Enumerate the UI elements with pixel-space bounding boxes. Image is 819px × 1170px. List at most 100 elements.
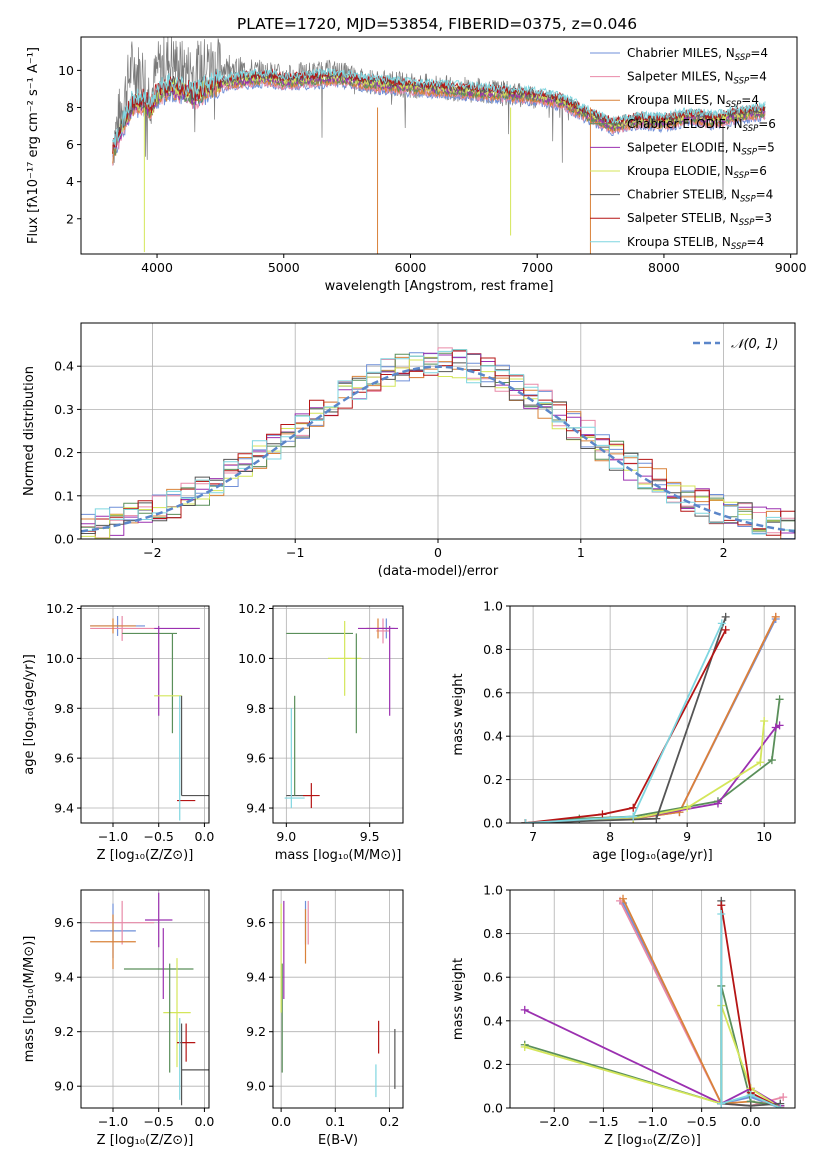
y-tick-label: 0.0 [483, 816, 503, 831]
data-point [163, 958, 191, 1068]
legend-entry: Kroupa ELODIE, NSSP=6 [627, 164, 767, 181]
y-tick-label: 10.0 [46, 651, 74, 666]
x-tick-label: 7000 [521, 260, 553, 275]
y-tick-label: 9.4 [246, 801, 266, 816]
y-tick-label: 1.0 [483, 883, 503, 898]
axes-age_vs_Z: −1.0 −0.5 0.0 9.4 9.6 9.8 10.0 10.2 Z [log₁₀(Z/Z… [22, 601, 214, 863]
axes-mw_vs_age: 7 8 9 10 0.0 0.2 0.4 0.6 0.8 1.0 age [log₁₀(age/yr… [451, 599, 796, 863]
x-axis-label: wavelength [Angstrom, rest frame] [325, 279, 554, 294]
mass-weight-line [525, 623, 723, 823]
y-tick-label: 6 [66, 137, 74, 152]
x-axis-label: (data-model)/error [378, 564, 499, 579]
axes-frame [80, 889, 210, 1109]
axes-mass_vs_EBV: 0.0 0.1 0.2 9.0 9.2 9.4 9.6 E(B-V) [246, 889, 404, 1148]
x-axis-label: Z [log₁₀(Z/Z⊙)] [97, 1133, 194, 1148]
mass-weight-line [525, 699, 781, 823]
mass-weight-marker [779, 1093, 788, 1102]
axes-spectrum: 4000 5000 6000 7000 8000 9000 2 4 6 8 10 wavelength… [26, 36, 807, 294]
y-tick-label: 0.2 [483, 1057, 503, 1072]
mass-weight-marker [775, 695, 784, 704]
y-tick-label: 4 [66, 174, 74, 189]
y-tick-label: 9.8 [246, 701, 266, 716]
legend-entry: Kroupa STELIB, NSSP=4 [627, 235, 764, 252]
axes-residuals: −2 −1 0 1 2 0.0 0.1 0.2 0.3 0.4 (data-model)/error… [22, 322, 796, 579]
data-point [145, 892, 173, 948]
axes-age_vs_mass: 9.0 9.5 9.4 9.6 9.8 10.0 10.2 mass [log₁₀(M/M⊙)… [238, 601, 404, 863]
residual-histogram [81, 349, 795, 535]
y-tick-label: 10.2 [238, 601, 266, 616]
axes-frame [509, 605, 796, 824]
x-tick-label: 0.0 [741, 1114, 761, 1129]
mass-weight-marker [771, 612, 780, 621]
y-axis-label: mass weight [451, 673, 466, 755]
mass-weight-marker [520, 1005, 529, 1014]
y-tick-label: 9.4 [54, 801, 74, 816]
plot-area-spectrum [112, 37, 766, 254]
mass-weight-marker [652, 814, 661, 823]
y-tick-label: 0.2 [54, 445, 74, 460]
mass-weight-marker [598, 810, 607, 819]
y-tick-label: 9.6 [246, 915, 266, 930]
x-tick-label: 10 [756, 829, 772, 844]
mass-weight-marker [520, 1042, 529, 1051]
mass-weight-marker [721, 625, 730, 634]
mass-weight-marker [760, 717, 769, 726]
plot-area-residuals [81, 347, 795, 539]
y-tick-label: 0.8 [483, 926, 503, 941]
plot-area-mw_vs_age [521, 612, 784, 823]
y-tick-label: 0.4 [54, 359, 74, 374]
x-axis-label: Z [log₁₀(Z/Z⊙)] [604, 1133, 701, 1148]
mass-weight-line [524, 1009, 781, 1107]
y-tick-label: 0.1 [54, 488, 74, 503]
x-tick-label: 0.0 [271, 1114, 291, 1129]
mass-weight-marker [629, 803, 638, 812]
mass-weight-marker [756, 758, 765, 767]
y-tick-label: 0.6 [483, 685, 503, 700]
legend: Chabrier MILES, NSSP=4 Salpeter MILES, NS… [590, 46, 776, 252]
x-tick-label: 9 [683, 829, 691, 844]
x-tick-label: 0.0 [194, 829, 214, 844]
mass-weight-line [525, 616, 777, 823]
x-tick-label: 0 [434, 545, 442, 560]
x-tick-label: 9.5 [360, 829, 380, 844]
plot-area-mw_vs_Z [520, 894, 788, 1108]
legend-entry: Salpeter ELODIE, NSSP=5 [627, 140, 775, 157]
legend-entry: Kroupa MILES, NSSP=4 [627, 93, 759, 110]
mass-weight-marker [775, 721, 784, 730]
y-tick-label: 10.2 [46, 601, 74, 616]
y-tick-label: 9.2 [246, 1024, 266, 1039]
normal-curve [81, 365, 795, 533]
mass-weight-marker [767, 756, 776, 765]
data-point [90, 900, 155, 945]
axes-frame [80, 605, 210, 824]
mass-weight-marker [717, 619, 726, 628]
x-tick-label: −2.0 [539, 1114, 569, 1129]
plot-area-age_vs_Z [90, 615, 209, 821]
x-axis-label: E(B-V) [318, 1133, 358, 1148]
mass-weight-marker [746, 1101, 755, 1108]
data-point [90, 618, 136, 634]
x-axis-label: mass [log₁₀(M/M⊙)] [275, 848, 402, 863]
data-point [90, 615, 155, 641]
y-tick-label: 9.6 [54, 751, 74, 766]
y-tick-label: 9.0 [54, 1079, 74, 1094]
legend-entry: Chabrier STELIB, NSSP=4 [627, 188, 773, 205]
model-spectrum-line [112, 75, 766, 156]
mass-weight-marker [713, 799, 722, 808]
y-tick-label: 1.0 [483, 599, 503, 614]
y-tick-label: 0.0 [483, 1101, 503, 1116]
y-axis-label: Normed distribution [22, 366, 37, 496]
y-tick-label: 9.2 [54, 1024, 74, 1039]
x-tick-label: 9.0 [276, 829, 296, 844]
y-tick-label: 9.4 [54, 970, 74, 985]
plot-area-mass_vs_Z [90, 892, 209, 1106]
x-axis-label: age [log₁₀(age/yr)] [592, 848, 713, 863]
y-tick-label: 0.0 [54, 532, 74, 547]
x-tick-label: 1 [577, 545, 585, 560]
x-tick-label: −1.0 [98, 829, 128, 844]
mass-weight-line [525, 616, 727, 823]
mass-weight-marker [721, 612, 730, 621]
x-tick-label: 8000 [648, 260, 680, 275]
x-tick-label: 2 [720, 545, 728, 560]
